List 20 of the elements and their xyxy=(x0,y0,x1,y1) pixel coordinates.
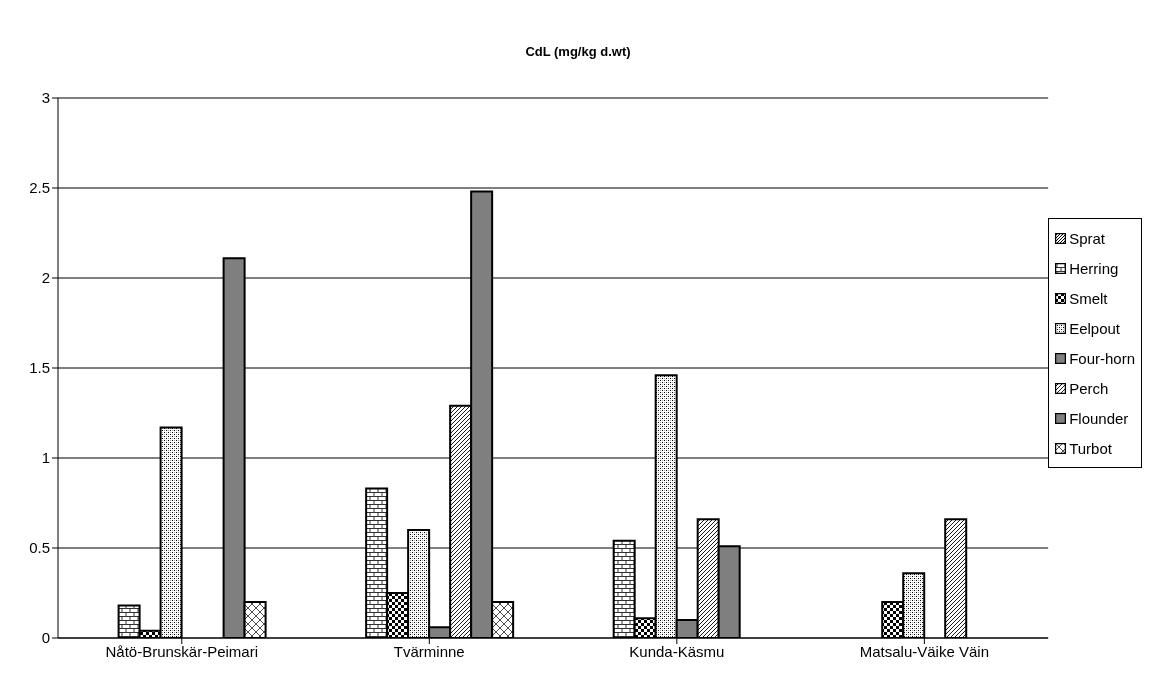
x-tick-label: Matsalu-Väike Väin xyxy=(859,642,989,660)
y-tick-label: 1.5 xyxy=(29,359,50,377)
legend-label: Four-horn xyxy=(1069,349,1135,367)
legend-label: Perch xyxy=(1069,379,1109,397)
legend-label: Flounder xyxy=(1069,409,1129,427)
y-tick-label: 3 xyxy=(41,89,50,107)
x-tick-label: Nåtö-Brunskär-Peimari xyxy=(105,642,259,660)
y-tick-label: 2.5 xyxy=(29,179,50,197)
y-tick-label: 0 xyxy=(41,629,50,647)
chart-title: CdL (mg/kg d.wt) xyxy=(524,44,632,59)
legend-label: Turbot xyxy=(1069,439,1112,457)
legend-label: Eelpout xyxy=(1069,319,1121,337)
y-tick-label: 2 xyxy=(41,269,50,287)
legend-label: Smelt xyxy=(1069,289,1108,307)
legend-label: Sprat xyxy=(1069,229,1105,247)
y-tick-label: 1 xyxy=(41,449,50,467)
x-tick-label: Tvärminne xyxy=(393,642,465,660)
legend-label: Herring xyxy=(1069,259,1119,277)
y-tick-label: 0.5 xyxy=(29,539,50,557)
x-tick-label: Kunda-Käsmu xyxy=(629,642,725,660)
